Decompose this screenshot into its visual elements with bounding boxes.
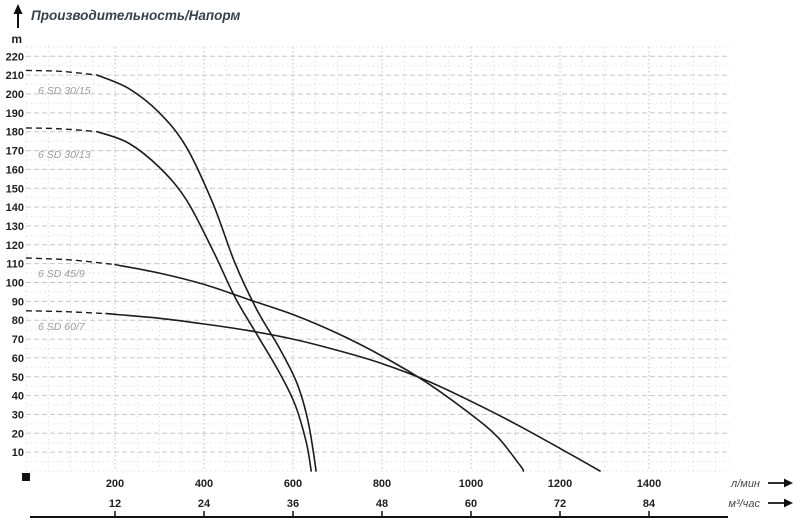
x-tick-label-lmin: 800	[373, 478, 391, 490]
x-axis-tick-labels-m3h: 12 24 36 48 60 72 84	[109, 498, 656, 510]
curve-dashed-6-sd-45-9	[25, 257, 116, 266]
curve-label-6-sd-30-15: 6 SD 30/15	[38, 85, 91, 97]
x-axis-unit-lmin: л/мин	[730, 478, 760, 490]
y-axis-label: 50	[12, 372, 24, 384]
curve-dashed-6-sd-30-15	[25, 69, 98, 76]
curve-6-sd-30-15	[96, 74, 317, 472]
curve-6-sd-30-13	[96, 130, 312, 472]
y-axis-label: 110	[6, 259, 24, 271]
y-axis-label: 120	[6, 240, 24, 252]
y-axis-label: 60	[12, 353, 24, 365]
x-tick-label-lmin: 1000	[459, 478, 483, 490]
x-axis-arrow-lmin-icon	[768, 478, 793, 488]
y-axis-label: 170	[6, 146, 24, 158]
x-tick-label-m3h: 48	[376, 498, 388, 510]
x-axis-unit-m3h: м³/час	[728, 498, 760, 510]
y-axis-label: 150	[6, 183, 24, 195]
x-tick-label-lmin: 400	[195, 478, 213, 490]
y-axis-label: 140	[6, 202, 24, 214]
y-axis-label: 30	[12, 409, 24, 421]
y-axis-label: 90	[12, 296, 24, 308]
y-axis-label: 40	[12, 391, 24, 403]
x-tick-label-m3h: 72	[554, 498, 566, 510]
y-axis-arrow-icon	[13, 4, 23, 28]
curve-label-6-sd-60-7: 6 SD 60/7	[38, 321, 86, 333]
pump-curves	[25, 69, 601, 472]
y-axis-label: 180	[6, 127, 24, 139]
x-axis-tick-marks	[114, 511, 650, 517]
curve-label-6-sd-30-13: 6 SD 30/13	[38, 149, 91, 161]
x-tick-label-m3h: 84	[643, 498, 656, 510]
curve-labels: 6 SD 30/15 6 SD 30/13 6 SD 45/9 6 SD 60/7	[38, 85, 91, 333]
curve-6-sd-60-7	[105, 312, 601, 472]
y-axis-label: 210	[6, 70, 24, 82]
y-axis-label: 200	[6, 89, 24, 101]
chart-title: Производительность/Напорм	[31, 8, 240, 23]
x-axis-arrow-m3h-icon	[768, 498, 793, 508]
x-tick-label-lmin: 600	[284, 478, 302, 490]
curve-dashed-6-sd-30-13	[25, 127, 98, 133]
grid-lines	[25, 46, 729, 472]
y-axis-label: 160	[6, 164, 24, 176]
x-tick-label-lmin: 1400	[637, 478, 661, 490]
x-tick-label-m3h: 36	[287, 498, 299, 510]
curve-6-sd-45-9	[114, 263, 525, 472]
x-tick-label-lmin: 200	[106, 478, 124, 490]
x-tick-label-m3h: 12	[109, 498, 121, 510]
y-axis-label: 100	[6, 278, 24, 290]
y-axis-label: 190	[6, 108, 24, 120]
y-axis-tick-labels: 220 210 200 190 180 170 160 150 140 130 120 110 100 9…	[6, 51, 24, 459]
y-axis-label: 220	[6, 51, 24, 63]
y-axis-label: 70	[12, 334, 24, 346]
y-axis-unit: m	[11, 32, 22, 46]
x-axis-tick-labels-lmin: 200 400 600 800 1000 1200 1400	[106, 478, 661, 490]
x-tick-label-lmin: 1200	[548, 478, 572, 490]
origin-marker	[22, 473, 30, 481]
y-axis-label: 20	[12, 428, 24, 440]
x-tick-label-m3h: 60	[465, 498, 477, 510]
curve-label-6-sd-45-9: 6 SD 45/9	[38, 268, 85, 280]
x-tick-label-m3h: 24	[198, 498, 211, 510]
y-axis-label: 80	[12, 315, 24, 327]
y-axis-label: 10	[12, 447, 24, 459]
curve-dashed-6-sd-60-7	[25, 310, 107, 315]
y-axis-label: 130	[6, 221, 24, 233]
